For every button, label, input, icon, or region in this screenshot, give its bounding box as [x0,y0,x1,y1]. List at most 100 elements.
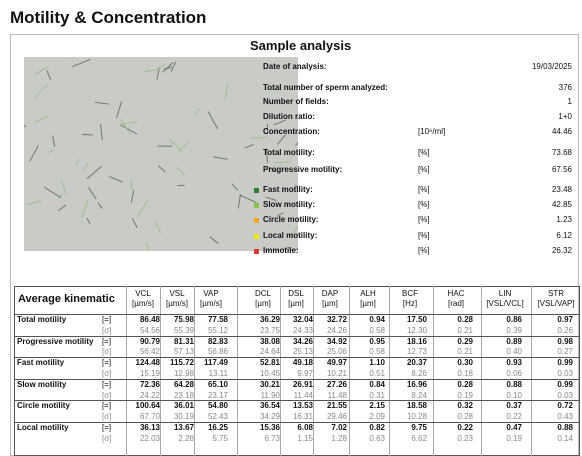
row-value: 19/03/2025 [472,62,572,72]
page: Motility & Concentration Sample analysis… [0,0,582,443]
table-row-label: Total motility [17,315,66,325]
cell-value: 0.51 [338,369,385,379]
cell-value: 0.27 [526,347,573,357]
cell-value: 0.14 [526,434,573,444]
cell-value: 0.84 [338,380,385,390]
cell-value: 56.86 [181,347,228,357]
cell-value: 0.93 [475,358,522,368]
row-value: 23.48 [472,185,572,195]
cell-value: 0.98 [526,337,573,347]
cell-value: 0.19 [475,434,522,444]
cell-value: 5.75 [181,434,228,444]
cell-value: 0.22 [426,423,473,433]
row-unit: [%] [418,148,430,158]
cell-value: 0.99 [526,358,573,368]
row-label: Total motility: [263,148,315,158]
cell-value: 0.58 [338,347,385,357]
cell-value: 9.75 [380,423,427,433]
row-value: 67.56 [472,165,572,175]
sperm-track [82,134,93,135]
row-unit: [%] [418,246,430,256]
cell-value: 0.19 [426,391,473,401]
cell-value: 2.15 [338,401,385,411]
table-row-label: Slow motility [17,380,66,390]
row-value: 376 [472,83,572,93]
cell-value: 0.39 [475,326,522,336]
cell-value: 0.88 [526,423,573,433]
page-title: Motility & Concentration [10,8,206,28]
cell-value: 16.25 [181,423,228,433]
section-title: Sample analysis [250,38,351,53]
cell-value: 52.43 [181,412,228,422]
row-value: 6.12 [472,231,572,241]
cell-value: 12.30 [380,326,427,336]
cell-value: 18.58 [380,401,427,411]
cell-value: 0.89 [475,337,522,347]
cell-value: 0.30 [426,358,473,368]
stat-marker: [σ] [102,412,111,422]
row-label: Local motility: [263,231,317,241]
row-label: Total number of sperm analyzed: [263,83,388,93]
cell-value: 23.17 [181,391,228,401]
row-unit: [%] [418,185,430,195]
cell-value: 0.28 [426,315,473,325]
cell-value: 0.23 [426,434,473,444]
stat-marker: [=] [102,380,111,390]
cell-value: 17.50 [380,315,427,325]
cell-value: 0.28 [426,380,473,390]
cell-value: 0.97 [526,315,573,325]
legend-swatch [254,218,259,223]
stat-marker: [σ] [102,326,111,336]
cell-value: 16.96 [380,380,427,390]
cell-value: 0.29 [426,337,473,347]
cell-value: 0.99 [526,380,573,390]
row-label: Concentration: [263,127,320,137]
row-label: Immotile: [263,246,299,256]
cell-value: 0.03 [526,369,573,379]
row-value: 1.23 [472,215,572,225]
cell-value: 0.82 [338,423,385,433]
stat-marker: [=] [102,337,111,347]
cell-value: 13.11 [181,369,228,379]
legend-swatch [254,203,259,208]
table-row-label: Local motility [17,423,69,433]
row-value: 1+0 [472,112,572,122]
cell-value: 0.58 [338,326,385,336]
cell-value: 2.09 [338,412,385,422]
cell-value: 0.37 [475,401,522,411]
cell-value: 6.62 [380,434,427,444]
cell-value: 0.21 [426,326,473,336]
row-label: Date of analysis: [263,62,327,72]
cell-value: 0.28 [426,412,473,422]
cell-value: 0.06 [475,369,522,379]
cell-value: 0.95 [338,337,385,347]
stat-marker: [=] [102,423,111,433]
column-unit: [µm/s] [181,299,241,309]
cell-value: 18.16 [380,337,427,347]
row-label: Circle motility: [263,215,319,225]
cell-value: 0.22 [475,412,522,422]
cell-value: 55.12 [181,326,228,336]
row-label: Progressive motility: [263,165,342,175]
cell-value: 12.73 [380,347,427,357]
legend-swatch [254,188,259,193]
cell-value: 0.88 [475,380,522,390]
stat-marker: [=] [102,315,111,325]
cell-value: 8.24 [380,391,427,401]
table-row-label: Fast motility [17,358,64,368]
cell-value: 0.47 [475,423,522,433]
cell-value: 0.31 [338,391,385,401]
cell-value: 0.21 [426,347,473,357]
row-value: 42.85 [472,200,572,210]
cell-value: 0.72 [526,401,573,411]
cell-value: 65.10 [181,380,228,390]
column-name: STR [526,289,582,299]
table-title: Average kinematic [18,293,115,305]
row-label: Slow motility: [263,200,315,210]
legend-swatch [254,249,259,254]
row-value: 1 [472,97,572,107]
cell-value: 0.86 [475,315,522,325]
cell-value: 117.49 [181,358,228,368]
cell-value: 54.80 [181,401,228,411]
cell-value: 0.43 [526,412,573,422]
